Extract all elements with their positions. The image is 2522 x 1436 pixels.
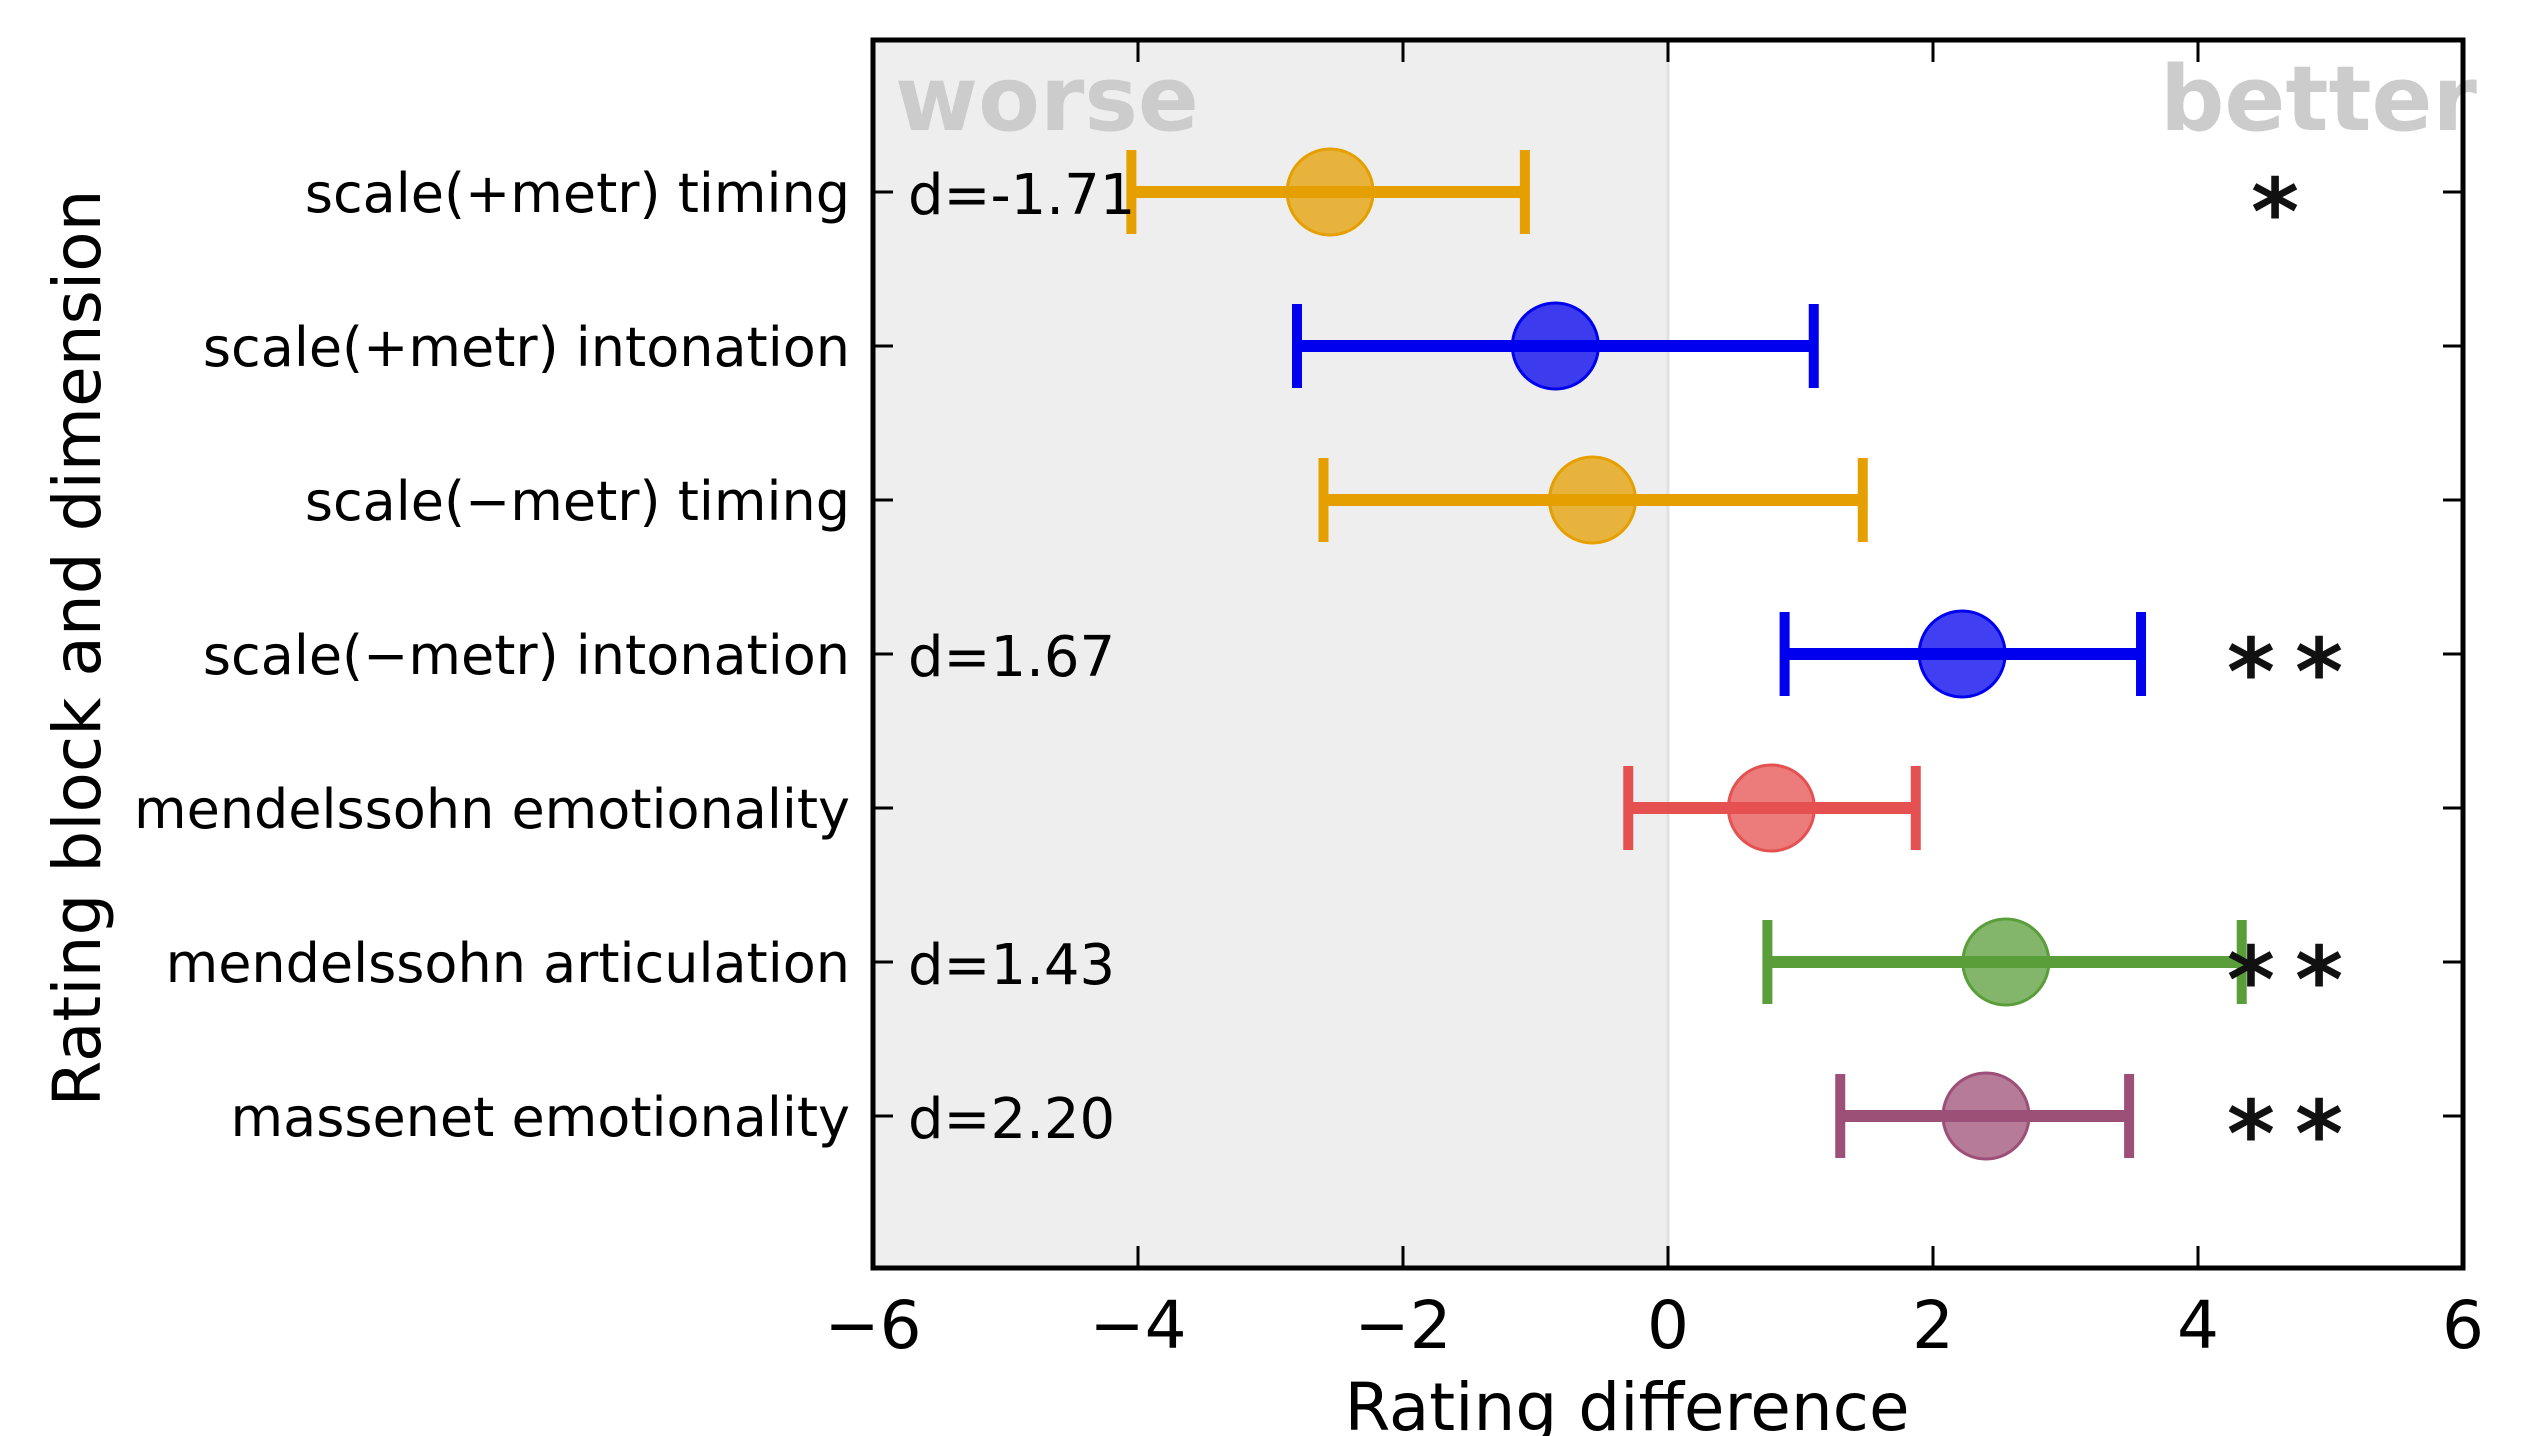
y-tick-label-2: scale(−metr) timing — [305, 470, 850, 533]
shade-layer — [873, 40, 1670, 1268]
plot-frame — [870, 37, 2466, 1271]
shaded-region-worse — [873, 40, 1668, 1268]
data-layer — [1126, 147, 2247, 1161]
significance-label-0: * — [2251, 159, 2319, 266]
data-row-2 — [1318, 455, 1868, 545]
y-axis-title: Rating block and dimension — [39, 190, 116, 1107]
effect-size-label-5: d=1.43 — [908, 933, 1115, 998]
mean-point — [1917, 609, 2007, 699]
significance-label-5: ** — [2227, 927, 2363, 1034]
y-tick-label-6: massenet emotionality — [231, 1086, 851, 1149]
data-row-4 — [1623, 763, 1921, 853]
x-axis-title: Rating difference — [1344, 1369, 1909, 1436]
mean-point — [1941, 1071, 2031, 1161]
mean-point — [1547, 455, 1637, 545]
frame-layer — [870, 37, 2466, 1271]
y-tick-label-1: scale(+metr) intonation — [203, 316, 850, 379]
region-label-worse: worse — [895, 47, 1199, 152]
data-row-1 — [1292, 301, 1819, 391]
significance-label-6: ** — [2227, 1081, 2363, 1188]
y-tick-label-5: mendelssohn articulation — [166, 932, 850, 995]
mean-point — [1510, 301, 1600, 391]
mean-point — [1285, 147, 1375, 237]
effect-size-label-6: d=2.20 — [908, 1087, 1115, 1152]
x-tick-label-4: 2 — [1912, 1287, 1954, 1364]
y-tick-label-4: mendelssohn emotionality — [134, 778, 850, 841]
data-row-6 — [1835, 1071, 2135, 1161]
y-tick-label-0: scale(+metr) timing — [305, 162, 850, 225]
label-layer: scale(+metr) timing d=-1.71 * scale(+metr) … — [134, 159, 2484, 1364]
x-tick-label-3: 0 — [1647, 1287, 1689, 1364]
x-tick-label-0: −6 — [824, 1287, 921, 1364]
data-row-5 — [1762, 917, 2247, 1007]
x-tick-label-1: −4 — [1089, 1287, 1186, 1364]
region-label-layer: worse better — [895, 47, 2478, 152]
effect-size-label-3: d=1.67 — [908, 625, 1115, 690]
mean-point — [1726, 763, 1816, 853]
region-label-better: better — [2160, 47, 2478, 152]
data-row-0 — [1126, 147, 1530, 237]
effect-size-label-0: d=-1.71 — [908, 163, 1135, 228]
x-tick-label-6: 6 — [2442, 1287, 2484, 1364]
x-tick-label-2: −2 — [1354, 1287, 1451, 1364]
x-tick-label-5: 4 — [2177, 1287, 2219, 1364]
significance-label-3: ** — [2227, 619, 2363, 726]
y-tick-label-3: scale(−metr) intonation — [203, 624, 850, 687]
mean-point — [1961, 917, 2051, 1007]
data-row-3 — [1779, 609, 2147, 699]
